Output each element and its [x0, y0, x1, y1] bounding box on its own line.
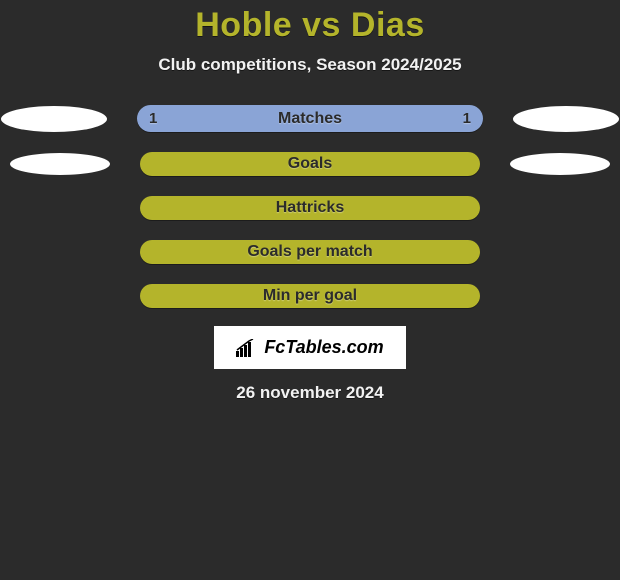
subtitle: Club competitions, Season 2024/2025 — [0, 55, 620, 75]
stat-label: Matches — [137, 110, 483, 128]
stat-bar: Goals per match — [140, 240, 480, 264]
footer: FcTables.com 26 november 2024 — [0, 326, 620, 403]
left-value: 1 — [149, 110, 157, 127]
right-avatar — [510, 153, 610, 175]
chart-icon — [236, 339, 258, 357]
left-avatar — [1, 106, 107, 132]
stat-bar: Hattricks — [140, 196, 480, 220]
stat-rows: 1Matches1 Goals Hattricks Goals per match Mi… — [0, 105, 620, 308]
stat-bar: Goals — [140, 152, 480, 176]
stat-row: Min per goal — [0, 284, 620, 308]
stat-label: Hattricks — [140, 199, 480, 217]
stat-label: Goals — [140, 155, 480, 173]
stat-row: 1Matches1 — [0, 105, 620, 132]
stat-row: Hattricks — [0, 196, 620, 220]
stat-bar: 1Matches1 — [137, 105, 483, 132]
right-avatar — [513, 106, 619, 132]
logo-text: FcTables.com — [264, 337, 383, 358]
left-avatar — [10, 153, 110, 175]
stat-label: Goals per match — [140, 243, 480, 261]
right-value: 1 — [463, 110, 471, 127]
comparison-card: Hoble vs Dias Club competitions, Season … — [0, 0, 620, 580]
stat-row: Goals per match — [0, 240, 620, 264]
stat-bar: Min per goal — [140, 284, 480, 308]
logo-badge: FcTables.com — [214, 326, 405, 369]
page-title: Hoble vs Dias — [0, 6, 620, 45]
stat-row: Goals — [0, 152, 620, 176]
date: 26 november 2024 — [0, 383, 620, 403]
stat-label: Min per goal — [140, 287, 480, 305]
